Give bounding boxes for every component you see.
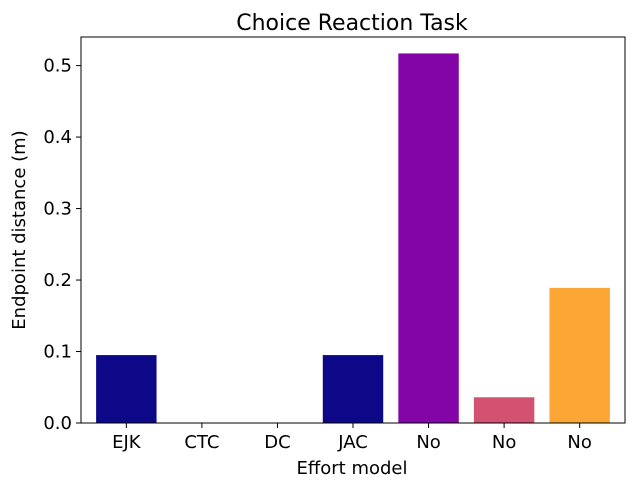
x-tick-label-5: No	[492, 432, 516, 453]
bar-0	[96, 355, 157, 423]
x-axis-label: Effort model	[296, 458, 407, 479]
chart-title: Choice Reaction Task	[236, 11, 468, 36]
y-tick-label-0: 0.0	[43, 413, 72, 434]
bar-6	[549, 287, 610, 423]
y-axis-label: Endpoint distance (m)	[9, 130, 30, 329]
x-tick-label-2: DC	[264, 432, 290, 453]
y-tick-label-1: 0.1	[43, 342, 72, 363]
bar-4	[398, 53, 459, 424]
bars-group	[96, 53, 610, 424]
x-ticks-group: EJK CTC DC JAC No No No	[112, 423, 592, 453]
x-tick-label-3: JAC	[337, 432, 368, 453]
bar-3	[322, 355, 384, 423]
x-tick-label-0: EJK	[112, 432, 142, 453]
y-tick-label-2: 0.2	[43, 270, 72, 291]
y-tick-label-5: 0.5	[43, 56, 72, 77]
x-tick-label-1: CTC	[184, 432, 219, 453]
bar-5	[473, 397, 535, 423]
x-tick-label-6: No	[567, 432, 591, 453]
y-ticks-group: 0.0 0.1 0.2 0.3 0.4 0.5	[43, 56, 81, 434]
plot-frame	[80, 36, 626, 424]
y-tick-label-4: 0.4	[43, 127, 72, 148]
x-tick-label-4: No	[416, 432, 440, 453]
y-tick-label-3: 0.3	[43, 199, 72, 220]
